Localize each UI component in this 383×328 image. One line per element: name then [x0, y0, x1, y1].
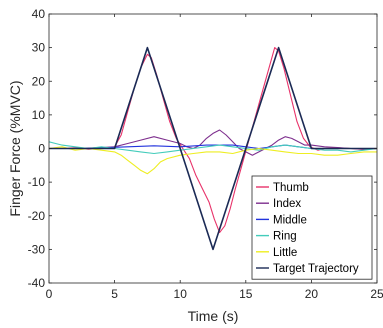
x-tick-label: 10	[174, 287, 188, 301]
y-tick-label: 30	[32, 41, 46, 55]
y-axis-label: Finger Force (%MVC)	[7, 80, 23, 216]
y-tick-label: 0	[38, 142, 45, 156]
y-tick-label: 40	[32, 7, 46, 21]
x-tick-label: 20	[305, 287, 319, 301]
x-tick-label: 25	[370, 287, 383, 301]
legend-label-middle: Middle	[273, 214, 307, 226]
y-tick-label: -40	[28, 276, 46, 290]
legend-label-little: Little	[273, 247, 297, 259]
x-tick-label: 0	[46, 287, 53, 301]
legend-label-ring: Ring	[273, 231, 297, 243]
y-tick-label: 20	[32, 74, 46, 88]
x-tick-label: 15	[239, 287, 253, 301]
x-tick-label: 5	[111, 287, 118, 301]
legend-label-index: Index	[273, 198, 301, 210]
y-tick-label: 10	[32, 108, 46, 122]
y-tick-label: -10	[28, 175, 46, 189]
legend: Thumb Index Middle Ring Little Target Traject…	[252, 176, 372, 279]
legend-label-thumb: Thumb	[273, 182, 309, 194]
x-axis-label: Time (s)	[188, 308, 239, 324]
y-tick-label: -30	[28, 242, 46, 256]
legend-label-target-trajectory: Target Trajectory	[273, 263, 359, 275]
y-tick-label: -20	[28, 209, 46, 223]
